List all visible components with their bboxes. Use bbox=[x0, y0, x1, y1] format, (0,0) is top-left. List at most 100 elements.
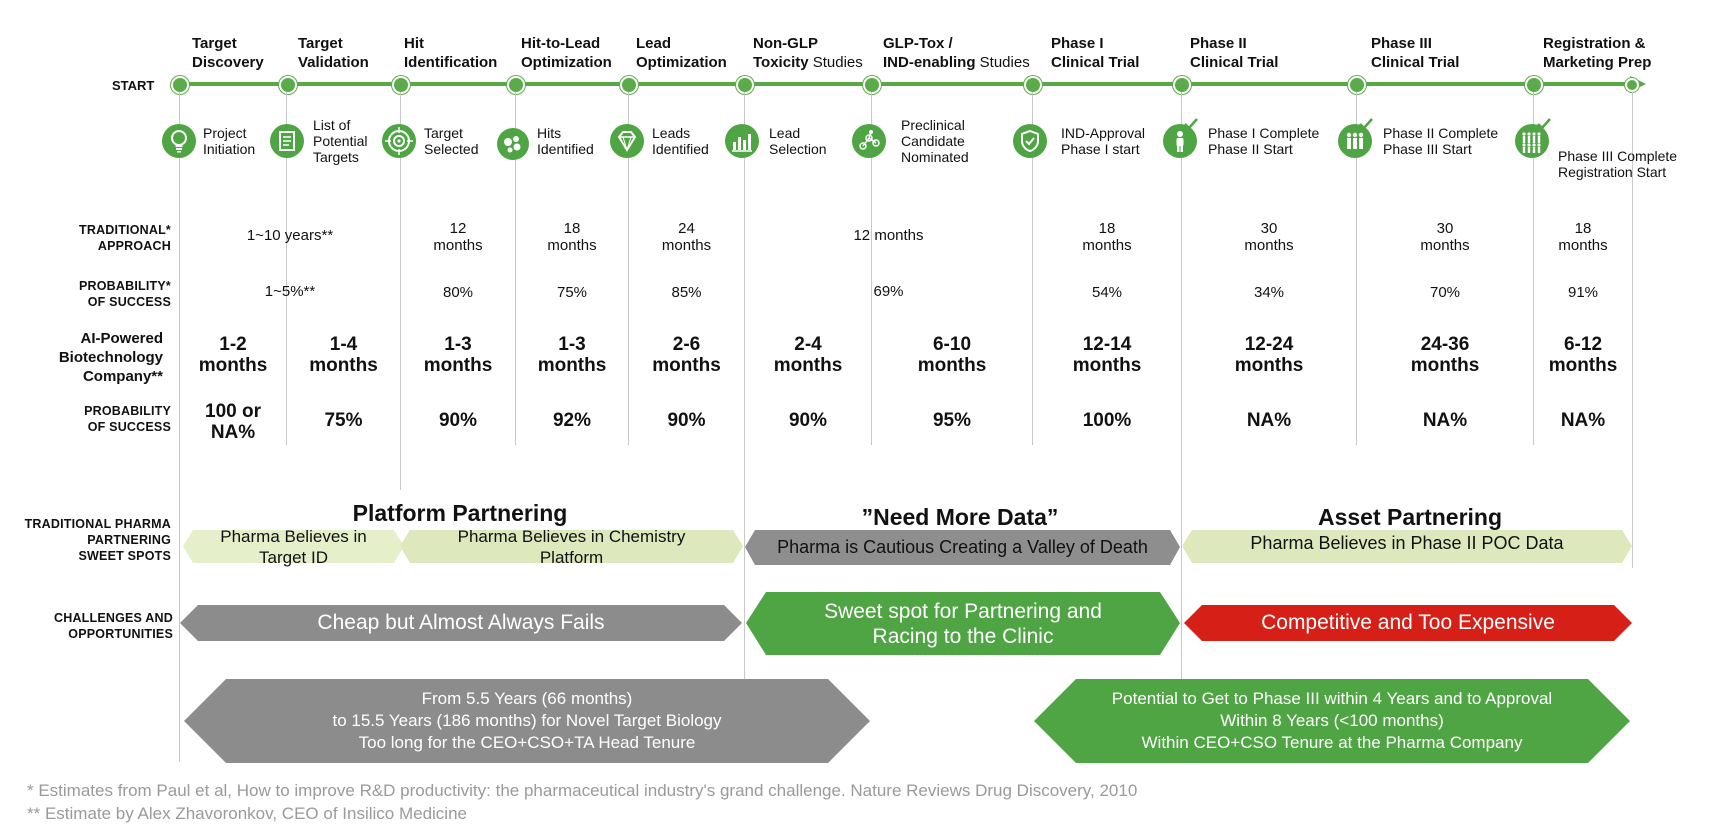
stage-label: Phase III Clinical Trial bbox=[1371, 35, 1460, 71]
traditional-timeline-arrow bbox=[184, 679, 870, 763]
timeline-node bbox=[392, 76, 410, 94]
milestone-label: Hits Identified bbox=[537, 125, 594, 157]
timeline-node bbox=[507, 76, 525, 94]
stage-label: Phase II Clinical Trial bbox=[1190, 35, 1279, 71]
ai-probability: 90% bbox=[788, 410, 828, 431]
poc-arrow bbox=[1182, 530, 1632, 563]
milestone-label: IND-Approval Phase I start bbox=[1061, 125, 1146, 157]
ai-duration: 1-3 months bbox=[537, 334, 607, 376]
section-title-need-data: ”Need More Data” bbox=[861, 504, 1059, 530]
partnering-valley: Pharma is Cautious Creating a Valley of … bbox=[777, 537, 1148, 557]
stage-label: Target Discovery bbox=[192, 35, 264, 71]
traditional-probability: 85% bbox=[671, 284, 702, 301]
timeline-node bbox=[1173, 76, 1191, 94]
milestone-label: Target Selected bbox=[424, 125, 479, 157]
stage-label: Registration & Marketing Prep bbox=[1543, 35, 1652, 71]
divider bbox=[1632, 92, 1633, 568]
divider bbox=[871, 92, 872, 445]
molecule-icon bbox=[852, 124, 886, 158]
ai-duration: 6-10 months bbox=[917, 334, 987, 376]
timeline-node bbox=[620, 76, 638, 94]
bar-chart-icon bbox=[725, 124, 759, 158]
milestone-label: Phase II Complete Phase III Start bbox=[1383, 125, 1499, 157]
challenge-cheap: Cheap but Almost Always Fails bbox=[317, 611, 605, 634]
start-label: START bbox=[112, 78, 155, 93]
stage-label: Phase I Clinical Trial bbox=[1051, 35, 1140, 71]
ai-probability: 90% bbox=[438, 410, 478, 431]
timeline-node bbox=[1348, 76, 1366, 94]
ai-duration: 2-4 months bbox=[773, 334, 843, 376]
ai-probability: 92% bbox=[552, 410, 592, 431]
ai-duration: 12-14 months bbox=[1072, 334, 1142, 376]
shield-check-icon bbox=[1013, 124, 1047, 158]
milestone-label: Project Initiation bbox=[203, 125, 256, 157]
timeline-node bbox=[863, 76, 881, 94]
traditional-probability: 70% bbox=[1429, 284, 1461, 301]
divider bbox=[1032, 92, 1033, 445]
person-icon bbox=[1163, 118, 1198, 158]
milestone-label: Phase I Complete Phase II Start bbox=[1208, 125, 1320, 157]
divider bbox=[1533, 92, 1534, 445]
traditional-probability: 1~5%** bbox=[264, 283, 316, 300]
milestone-label: Preclinical Candidate Nominated bbox=[901, 117, 969, 165]
stage-label: Target Validation bbox=[298, 35, 369, 71]
ai-probability: NA% bbox=[1422, 410, 1468, 431]
traditional-probability: 34% bbox=[1253, 284, 1285, 301]
divider bbox=[1181, 92, 1182, 762]
timeline-node bbox=[1525, 76, 1543, 94]
traditional-duration: 12 months bbox=[433, 220, 483, 254]
stage-label: Non-GLP Toxicity Studies bbox=[753, 35, 863, 71]
stage-label: Hit-to-Lead Optimization bbox=[521, 35, 612, 71]
footnote: * Estimates from Paul et al, How to impr… bbox=[27, 781, 1138, 800]
divider bbox=[179, 92, 180, 762]
ai-probability: 100% bbox=[1082, 410, 1132, 431]
divider bbox=[400, 92, 401, 490]
document-list-icon bbox=[270, 124, 304, 158]
divider bbox=[286, 92, 287, 445]
ai-duration: 1-3 months bbox=[423, 334, 493, 376]
partnering-chemistry: Pharma Believes in Chemistry Platform bbox=[457, 526, 686, 567]
sweet-spot-arrow bbox=[746, 592, 1180, 655]
stage-label: GLP-Tox / IND-enabling Studies bbox=[883, 35, 1030, 71]
traditional-probability: 80% bbox=[442, 284, 474, 301]
valley-arrow bbox=[745, 530, 1180, 565]
milestone-label: Lead Selection bbox=[769, 125, 827, 157]
row-label-probability-traditional: PROBABILITY* OF SUCCESS bbox=[79, 279, 171, 309]
ai-probability: NA% bbox=[1560, 410, 1606, 431]
section-title-platform: Platform Partnering bbox=[352, 500, 568, 526]
challenge-expensive: Competitive and Too Expensive bbox=[1261, 611, 1555, 634]
row-label-partnering: TRADITIONAL PHARMA PARTNERING SWEET SPOTS bbox=[24, 517, 171, 563]
timeline-ai-text: Potential to Get to Phase III within 4 Y… bbox=[1111, 689, 1553, 752]
ai-duration: 6-12 months bbox=[1548, 334, 1618, 376]
ai-duration: 1-2 months bbox=[198, 334, 268, 376]
timeline-traditional-text: From 5.5 Years (66 months) to 15.5 Years … bbox=[332, 689, 722, 752]
stage-label: Hit Identification bbox=[404, 35, 498, 71]
divider bbox=[1356, 92, 1357, 445]
row-label-traditional-approach: TRADITIONAL* APPROACH bbox=[79, 223, 171, 253]
ai-duration: 1-4 months bbox=[309, 334, 378, 376]
traditional-duration: 18 months bbox=[547, 220, 597, 254]
traditional-duration: 18 months bbox=[1082, 220, 1132, 254]
molecule-cluster-icon bbox=[497, 128, 529, 160]
timeline-node-end bbox=[1625, 78, 1639, 92]
traditional-duration: 12 months bbox=[853, 227, 924, 244]
traditional-duration: 30 months bbox=[1244, 220, 1294, 254]
crowd-icon bbox=[1515, 118, 1551, 158]
ai-timeline-arrow bbox=[1034, 679, 1630, 763]
cheap-arrow bbox=[180, 605, 742, 641]
timeline-node-start bbox=[171, 76, 189, 94]
ai-probability: 90% bbox=[667, 410, 706, 431]
target-id-arrow bbox=[183, 530, 404, 563]
ai-probability: NA% bbox=[1246, 410, 1292, 431]
diamond-icon bbox=[610, 124, 644, 158]
ai-probability: 95% bbox=[932, 410, 972, 431]
row-label-ai-company: AI-Powered Biotechnology Company** bbox=[58, 330, 163, 385]
timeline-node bbox=[279, 76, 297, 94]
timeline-node bbox=[1024, 76, 1042, 94]
traditional-probability: 69% bbox=[873, 283, 904, 300]
section-title-asset: Asset Partnering bbox=[1317, 504, 1503, 530]
timeline-bar bbox=[179, 82, 1631, 86]
stage-label: Lead Optimization bbox=[636, 35, 727, 71]
partnering-poc: Pharma Believes in Phase II POC Data bbox=[1250, 533, 1564, 553]
